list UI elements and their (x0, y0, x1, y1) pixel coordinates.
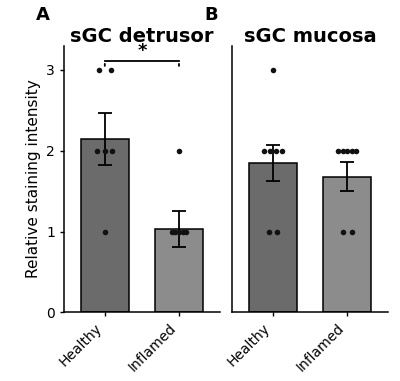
Point (274, 229, 281, 235)
Text: A: A (36, 6, 50, 24)
Point (96, 67, 102, 73)
Point (340, 229, 346, 235)
Point (265, 229, 272, 235)
Point (176, 148, 182, 154)
Point (344, 148, 350, 154)
Point (340, 148, 346, 154)
Point (335, 148, 342, 154)
Point (270, 67, 276, 73)
Title: sGC mucosa: sGC mucosa (244, 27, 376, 46)
Bar (249, 163, 297, 312)
Point (102, 229, 108, 235)
Point (348, 148, 355, 154)
Point (267, 148, 273, 154)
Point (102, 148, 108, 154)
Point (183, 229, 190, 235)
Point (108, 67, 114, 73)
Point (94, 148, 100, 154)
Title: sGC detrusor: sGC detrusor (70, 27, 214, 46)
Point (180, 229, 186, 235)
Point (109, 148, 116, 154)
Bar (81, 139, 129, 312)
Point (261, 148, 267, 154)
Bar (155, 229, 203, 312)
Point (168, 229, 175, 235)
Point (176, 229, 182, 235)
Point (353, 148, 359, 154)
Bar (323, 177, 371, 312)
Point (273, 148, 279, 154)
Point (279, 148, 285, 154)
Text: B: B (204, 6, 218, 24)
Point (172, 229, 178, 235)
Y-axis label: Relative staining intensity: Relative staining intensity (26, 80, 40, 279)
Text: *: * (137, 42, 147, 60)
Point (348, 229, 355, 235)
